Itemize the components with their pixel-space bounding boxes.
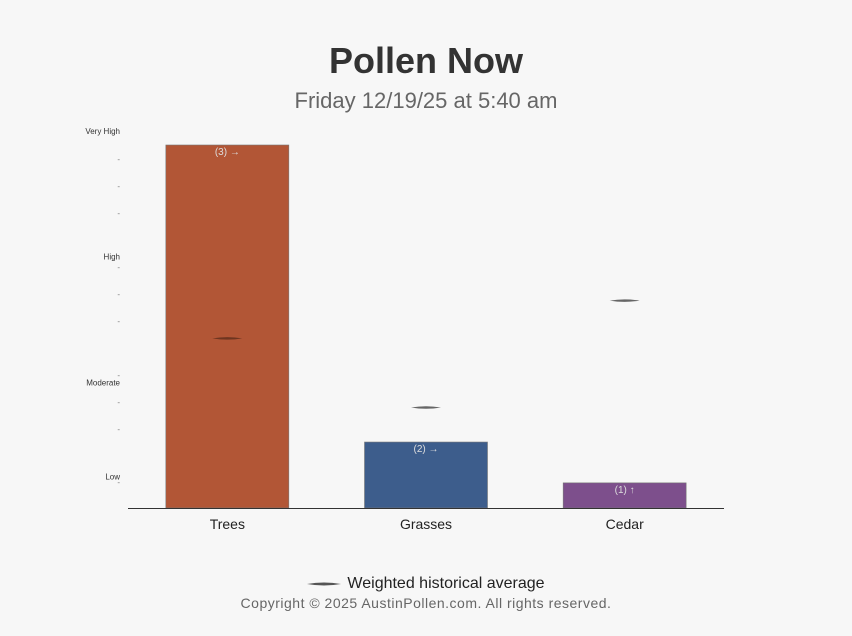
y-tick-label: Very High xyxy=(85,127,120,136)
bar-value-label: (3) → xyxy=(215,147,240,158)
historical-average-marker xyxy=(609,299,640,302)
y-minor-tick: - xyxy=(117,398,120,407)
y-axis: Low Moderate High Very High - - - - - - - - - - xyxy=(85,127,120,487)
y-minor-tick: - xyxy=(117,290,120,299)
copyright-text: Copyright © 2025 AustinPollen.com. All r… xyxy=(240,595,612,611)
y-tick-label: Low xyxy=(105,473,120,482)
y-minor-tick: - xyxy=(117,371,120,380)
y-tick-label: Moderate xyxy=(86,378,120,387)
legend-label: Weighted historical average xyxy=(347,575,545,592)
bars: (3) → (2) → (1) ↑ xyxy=(165,144,687,509)
historical-average-marker xyxy=(212,337,243,340)
legend: Weighted historical average xyxy=(0,575,852,593)
x-tick-label: Grasses xyxy=(400,516,452,532)
y-minor-tick: - xyxy=(117,263,120,272)
bar-cedar xyxy=(562,482,687,509)
y-minor-tick: - xyxy=(117,317,120,326)
x-axis-labels: Trees Grasses Cedar xyxy=(210,516,644,532)
y-minor-tick: - xyxy=(117,425,120,434)
historical-average-marker xyxy=(411,406,441,409)
bar-value-label: (1) ↑ xyxy=(615,485,635,496)
bar-trees xyxy=(165,144,290,509)
legend-swatch-icon xyxy=(307,582,342,586)
y-minor-tick: - xyxy=(117,209,120,218)
chart-subtitle: Friday 12/19/25 at 5:40 am xyxy=(294,88,558,113)
bar-grasses xyxy=(364,441,488,509)
x-tick-label: Trees xyxy=(210,516,245,532)
historical-average-markers xyxy=(212,299,640,409)
y-minor-tick: - xyxy=(117,155,120,164)
x-tick-label: Cedar xyxy=(606,516,644,532)
y-minor-tick: - xyxy=(117,182,120,191)
y-tick-label: High xyxy=(104,253,120,262)
y-minor-tick: - xyxy=(117,478,120,487)
bar-value-label: (2) → xyxy=(414,444,439,455)
chart-title: Pollen Now xyxy=(328,40,523,81)
